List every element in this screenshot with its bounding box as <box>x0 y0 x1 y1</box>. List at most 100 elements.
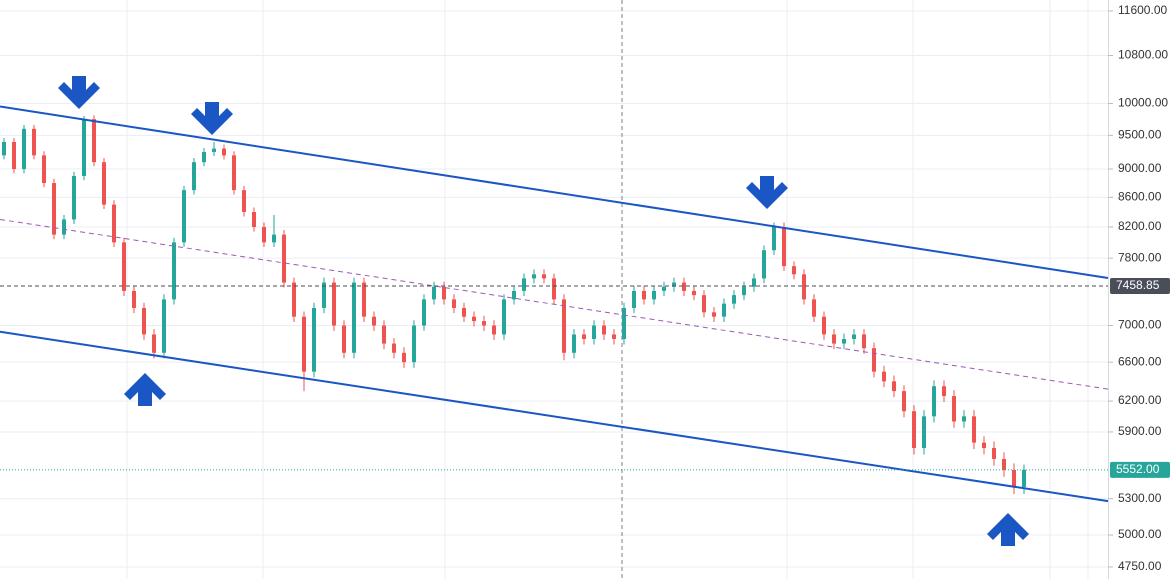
candle-body <box>902 391 906 412</box>
candle-body <box>2 141 6 156</box>
candle-body <box>412 325 416 363</box>
candle-body <box>962 416 966 422</box>
candle-body <box>972 416 976 443</box>
candle-body <box>982 442 986 448</box>
candle-body <box>312 307 316 372</box>
y-tick-label: 8200.00 <box>1118 219 1162 233</box>
trend-line <box>0 330 1109 503</box>
y-tick-label: 6200.00 <box>1118 393 1162 407</box>
candle-body <box>292 282 296 317</box>
candle-body <box>152 334 156 353</box>
down-arrow <box>58 76 100 109</box>
candle-body <box>752 278 756 287</box>
y-tick-label: 9500.00 <box>1118 128 1162 142</box>
candle-body <box>302 316 306 372</box>
vertical-grid <box>126 0 1089 579</box>
candle-body <box>442 286 446 300</box>
candle-body <box>942 386 946 397</box>
candle-body <box>892 381 896 392</box>
candle-body <box>832 334 836 344</box>
candle-body <box>182 190 186 243</box>
plot <box>2 115 1026 495</box>
candle-body <box>912 411 916 448</box>
candle-body <box>532 274 536 279</box>
y-tick-label: 7800.00 <box>1118 250 1162 264</box>
candle-body <box>882 371 886 382</box>
y-tick-label: 5000.00 <box>1118 527 1162 541</box>
candle-body <box>502 299 506 335</box>
candle-body <box>552 278 556 300</box>
candle-body <box>842 338 846 344</box>
candle-body <box>642 290 646 300</box>
arrows <box>58 76 1029 546</box>
candle-body <box>672 282 676 287</box>
price-label: 7458.85 <box>1116 278 1160 292</box>
candle-body <box>792 266 796 275</box>
candle-body <box>142 307 146 335</box>
candle-body <box>922 416 926 448</box>
trend-line <box>0 218 1109 390</box>
candle-body <box>252 211 256 227</box>
candle-body <box>682 282 686 291</box>
price-label-box <box>1110 277 1170 294</box>
candle-body <box>722 303 726 317</box>
candle-body <box>172 242 176 300</box>
candle-body <box>32 128 36 156</box>
price-label: 5552.00 <box>1116 462 1160 476</box>
candle-body <box>562 299 566 353</box>
candle-body <box>662 286 666 291</box>
up-arrow <box>124 373 166 406</box>
candle-body <box>702 295 706 313</box>
candle-body <box>272 234 276 243</box>
candle-body <box>112 204 116 243</box>
candle-body <box>522 278 526 291</box>
candle-body <box>162 299 166 353</box>
candle-body <box>132 290 136 308</box>
candle-body <box>362 282 366 317</box>
y-tick-label: 5300.00 <box>1118 491 1162 505</box>
candle-body <box>42 155 46 184</box>
candle-body <box>82 119 86 176</box>
candle-body <box>782 226 786 267</box>
candle-body <box>582 334 586 339</box>
candle-body <box>222 148 226 156</box>
candle-body <box>352 282 356 353</box>
candle-body <box>432 286 436 300</box>
candle-body <box>932 386 936 417</box>
candle-body <box>452 299 456 308</box>
candle-body <box>732 295 736 304</box>
candle-body <box>1012 470 1016 488</box>
candle-body <box>422 299 426 326</box>
candle-body <box>952 396 956 422</box>
candle-body <box>992 447 996 459</box>
candle-body <box>22 128 26 170</box>
candle-body <box>712 312 716 317</box>
candle-body <box>232 155 236 191</box>
candle-body <box>192 162 196 191</box>
candle-body <box>1022 469 1026 488</box>
candle-body <box>332 282 336 326</box>
candle-body <box>212 148 216 152</box>
down-arrow <box>746 176 788 209</box>
candle-body <box>72 175 76 220</box>
candle-body <box>462 307 466 317</box>
candle-body <box>692 290 696 296</box>
up-arrow <box>987 513 1029 546</box>
candle-body <box>622 307 626 339</box>
candle-body <box>372 316 376 326</box>
candle-body <box>762 250 766 279</box>
y-tick-label: 11600.00 <box>1118 3 1167 17</box>
candle-body <box>852 334 856 339</box>
y-tick-label: 4750.00 <box>1118 559 1162 573</box>
candle-body <box>322 282 326 308</box>
y-axis: 11600.00 10800.00 10000.00 9500.00 9000.00 86… <box>1108 3 1170 573</box>
overlays <box>0 105 1109 503</box>
candle-body <box>262 226 266 243</box>
candle-body <box>802 274 806 300</box>
candle-body <box>52 183 56 235</box>
candle-body <box>12 141 16 170</box>
candle-body <box>632 290 636 308</box>
candle-body <box>822 316 826 335</box>
candle-body <box>652 290 656 300</box>
